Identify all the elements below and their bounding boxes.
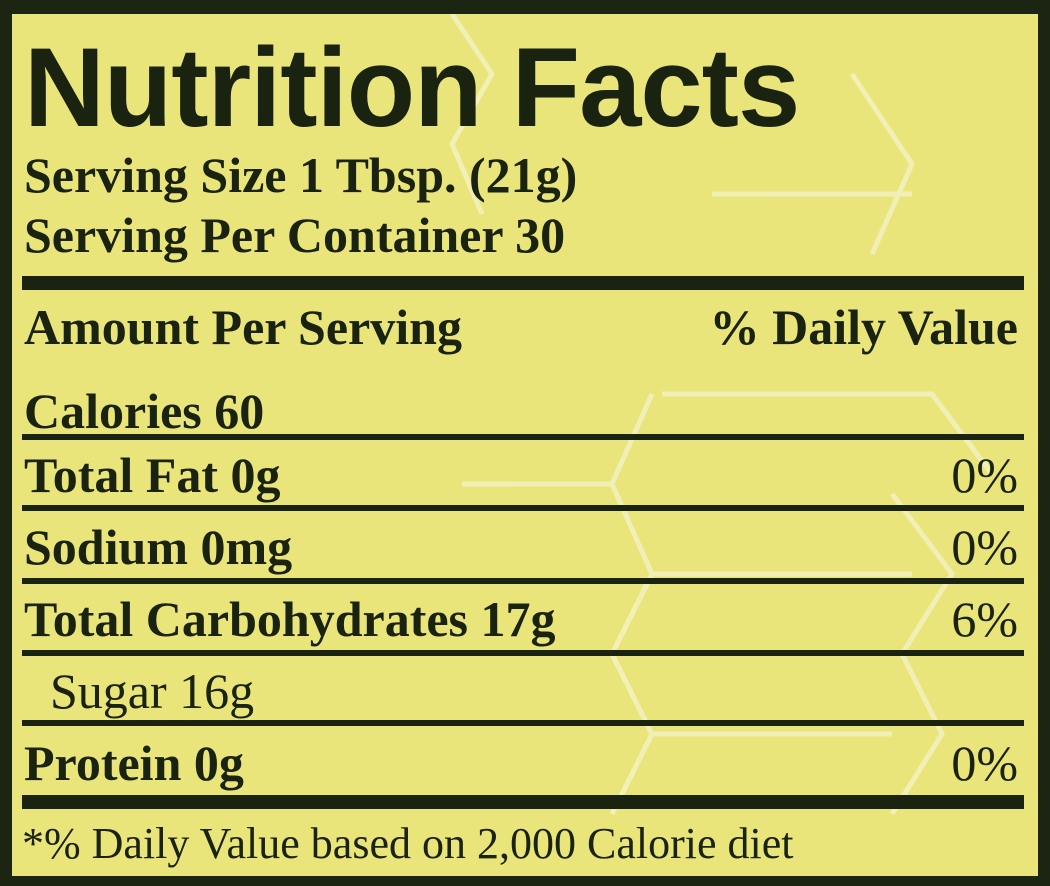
- divider-thick: [22, 276, 1024, 290]
- amount-per-serving-header: Amount Per Serving: [24, 299, 462, 355]
- servings-per-container: Serving Per Container 30: [24, 207, 566, 263]
- nutrient-label: Sodium 0mg: [24, 519, 293, 575]
- divider: [22, 434, 1024, 440]
- serving-size: Serving Size 1 Tbsp. (21g): [24, 147, 578, 203]
- divider: [22, 650, 1024, 656]
- nutrient-dv: 0%: [951, 519, 1018, 575]
- footnote: *% Daily Value based on 2,000 Calorie di…: [22, 819, 794, 868]
- nutrient-dv: 6%: [951, 591, 1018, 647]
- divider-thick: [22, 795, 1024, 809]
- daily-value-header: % Daily Value: [709, 299, 1018, 355]
- nutrient-dv: 0%: [951, 447, 1018, 503]
- nutrient-label: Total Carbohydrates 17g: [24, 591, 556, 647]
- label-title: Nutrition Facts: [24, 25, 800, 150]
- divider: [22, 720, 1024, 726]
- nutrient-label: Total Fat 0g: [24, 447, 281, 503]
- nutrient-label: Protein 0g: [24, 735, 244, 791]
- calories: Calories 60: [24, 383, 265, 439]
- nutrient-label: Sugar 16g: [50, 663, 255, 719]
- nutrient-dv: 0%: [951, 735, 1018, 791]
- nutrition-label: Nutrition Facts Serving Size 1 Tbsp. (21…: [12, 14, 1038, 876]
- honeycomb-pattern: [449, 14, 994, 816]
- divider: [22, 505, 1024, 511]
- divider: [22, 578, 1024, 584]
